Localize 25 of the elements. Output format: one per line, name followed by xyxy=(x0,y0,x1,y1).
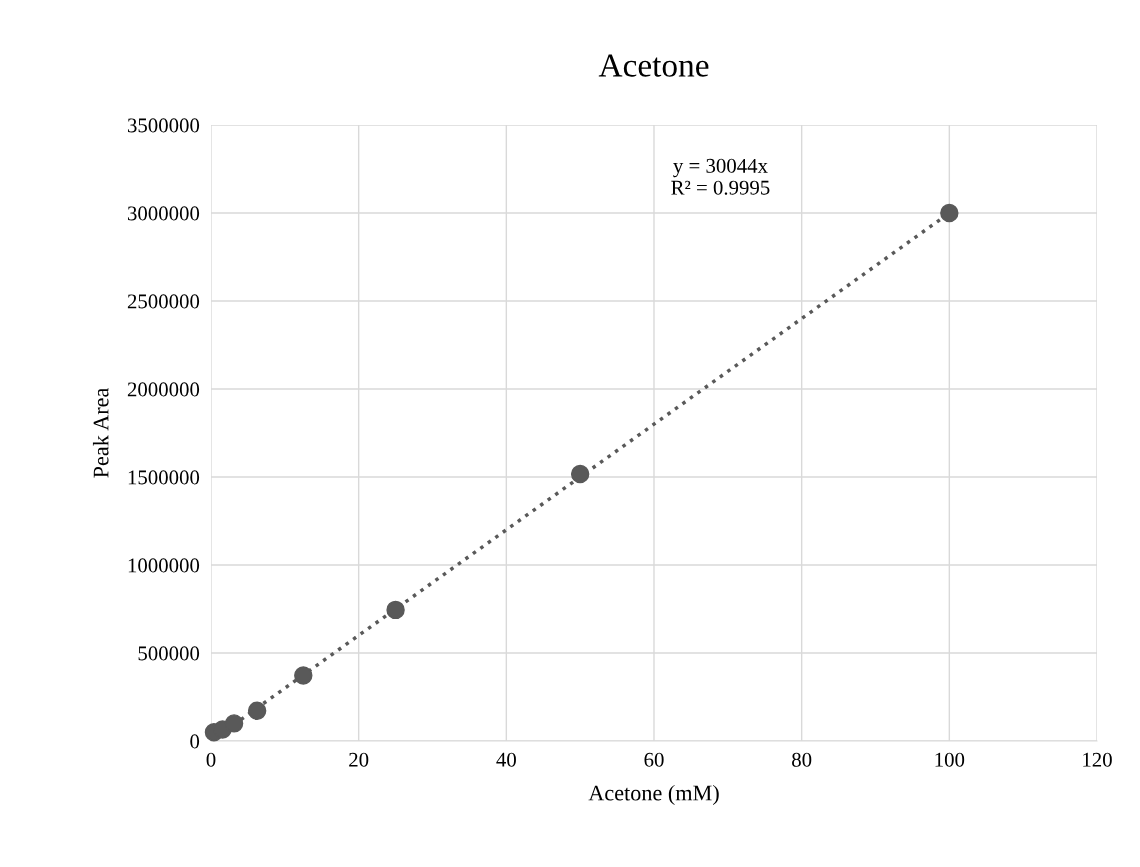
x-tick-label: 80 xyxy=(792,752,812,767)
x-tick-label: 40 xyxy=(496,752,516,767)
point xyxy=(940,203,959,223)
x-tick-label: 20 xyxy=(349,752,369,767)
point xyxy=(570,464,590,484)
y-tick-label: 2500000 xyxy=(127,294,200,309)
x-tick-label: 0 xyxy=(206,752,216,767)
y-tick-label: 1000000 xyxy=(128,558,200,573)
point xyxy=(294,666,313,685)
y-tick-label: 3000000 xyxy=(127,206,200,221)
y-tick-label: 1500000 xyxy=(128,470,200,485)
point xyxy=(386,600,405,620)
y-tick-label: 3500000 xyxy=(127,118,200,133)
x-axis-title: Acetone (mM) xyxy=(588,784,719,806)
y-tick-label: 500000 xyxy=(138,646,200,661)
x-tick-label: 120 xyxy=(1083,752,1112,767)
x-tick-label: 60 xyxy=(644,752,664,767)
y-tick-label: 2000000 xyxy=(127,382,200,397)
annotation: y = 30044x R² = 0.9995 xyxy=(671,158,770,195)
point xyxy=(247,701,267,720)
y-tick-label: 0 xyxy=(190,734,200,749)
y-axis-title: Peak Area xyxy=(92,387,109,478)
x-tick-label: 100 xyxy=(935,752,965,767)
point xyxy=(224,714,244,733)
chart-title: Acetone xyxy=(598,54,709,77)
